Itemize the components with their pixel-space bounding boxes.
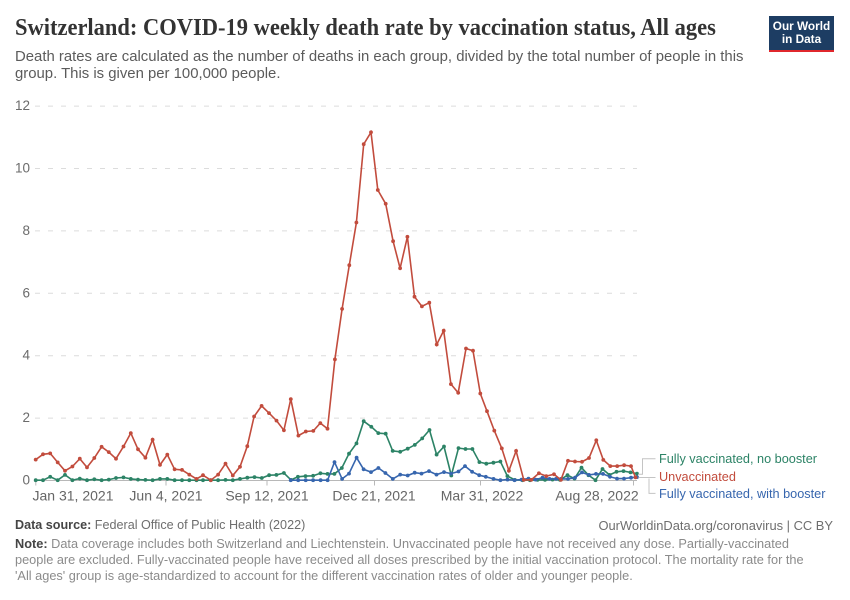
svg-text:6: 6 — [22, 285, 30, 300]
svg-text:Unvaccinated: Unvaccinated — [659, 470, 736, 484]
svg-text:Dec 21, 2021: Dec 21, 2021 — [332, 488, 415, 504]
svg-text:8: 8 — [22, 223, 30, 238]
svg-text:12: 12 — [15, 98, 30, 113]
svg-text:Mar 31, 2022: Mar 31, 2022 — [441, 488, 524, 504]
svg-text:Aug 28, 2022: Aug 28, 2022 — [555, 488, 639, 504]
svg-text:Sep 12, 2021: Sep 12, 2021 — [225, 488, 309, 504]
svg-text:Jan 31, 2021: Jan 31, 2021 — [33, 488, 114, 504]
svg-text:4: 4 — [22, 348, 30, 363]
svg-text:Fully vaccinated, no booster: Fully vaccinated, no booster — [659, 452, 818, 466]
svg-text:2: 2 — [22, 410, 30, 425]
svg-text:Jun 4, 2021: Jun 4, 2021 — [129, 488, 202, 504]
svg-text:10: 10 — [15, 161, 30, 176]
svg-text:Fully vaccinated, with booster: Fully vaccinated, with booster — [659, 487, 826, 501]
svg-text:0: 0 — [22, 473, 30, 488]
